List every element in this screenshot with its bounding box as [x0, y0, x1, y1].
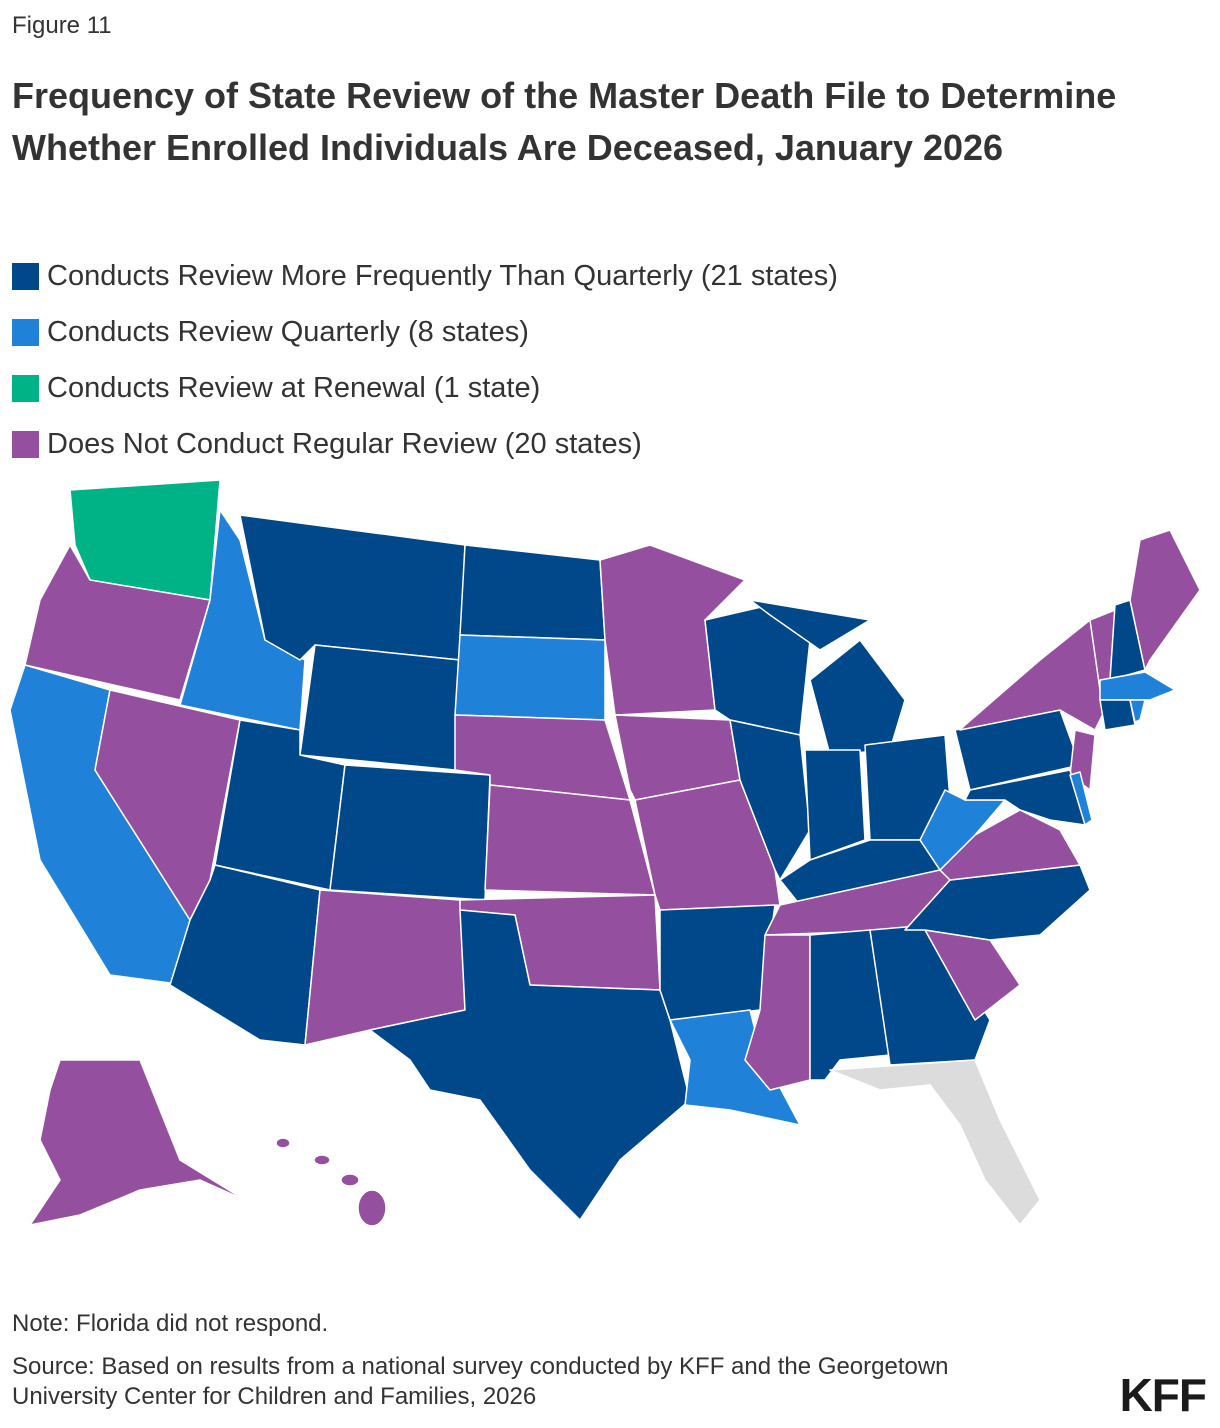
state-co [329, 764, 491, 901]
state-sd [454, 634, 606, 721]
state-wy [299, 644, 461, 771]
note: Note: Florida did not respond. [12, 1310, 329, 1337]
logo: KFF [1119, 1369, 1207, 1421]
state-mi [809, 639, 906, 756]
states [9, 479, 1201, 1227]
legend-swatch [12, 374, 39, 402]
state-hi [313, 1154, 331, 1166]
legend: Conducts Review More Frequently Than Qua… [12, 248, 838, 472]
state-de [1069, 771, 1093, 826]
figure-label: Figure 11 [12, 12, 112, 39]
state-hi [357, 1189, 387, 1227]
state-ks [484, 784, 656, 896]
state-la [669, 1009, 801, 1126]
source: Source: Based on results from a national… [12, 1353, 949, 1410]
state-ma [1099, 671, 1176, 701]
state-ri [1129, 699, 1146, 723]
state-mt [239, 514, 466, 661]
state-mi-upper [749, 599, 871, 651]
legend-label: Conducts Review Quarterly (8 states) [47, 315, 529, 348]
state-in [804, 749, 866, 861]
legend-label: Conducts Review at Renewal (1 state) [47, 371, 541, 404]
legend-item: Conducts Review More Frequently Than Qua… [12, 248, 838, 304]
state-me [1129, 529, 1201, 671]
state-ak [29, 1059, 246, 1226]
legend-label: Does Not Conduct Regular Review (20 stat… [47, 427, 642, 460]
state-ar [659, 904, 776, 1021]
state-fl [829, 1059, 1041, 1226]
legend-swatch [12, 430, 39, 458]
legend-swatch [12, 262, 39, 290]
legend-item: Conducts Review at Renewal (1 state) [12, 360, 838, 416]
legend-item: Does Not Conduct Regular Review (20 stat… [12, 416, 838, 472]
legend-label: Conducts Review More Frequently Than Qua… [47, 259, 838, 292]
us-map [9, 479, 1201, 1227]
legend-item: Conducts Review Quarterly (8 states) [12, 304, 838, 360]
state-nd [459, 544, 606, 641]
state-ct [1099, 699, 1136, 731]
state-id [179, 509, 306, 731]
state-or [24, 544, 211, 701]
state-ny [959, 619, 1111, 731]
state-hi [340, 1173, 360, 1187]
legend-swatch [12, 318, 39, 346]
state-hi [275, 1137, 291, 1149]
chart-title: Frequency of State Review of the Master … [12, 75, 1117, 168]
